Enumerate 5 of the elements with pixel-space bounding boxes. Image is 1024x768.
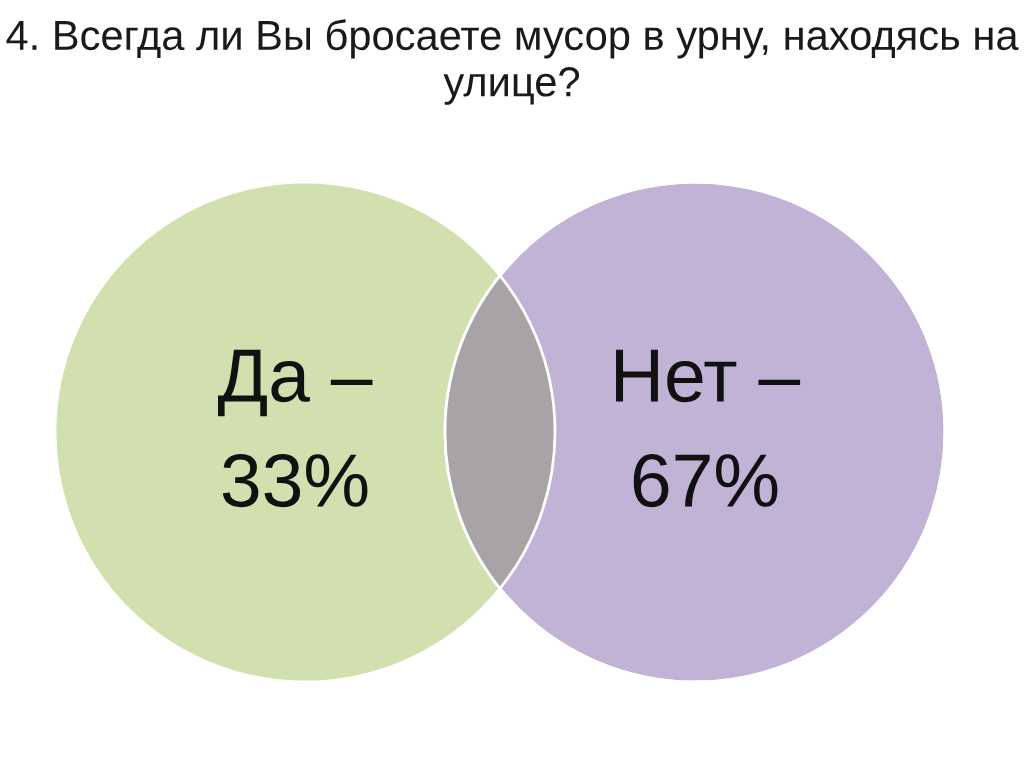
category-label: Да –	[218, 349, 373, 417]
data-label: 67%	[633, 454, 778, 508]
text: 4. Всегда ли Вы бросаете мусор в урну, находясь на улице?	[6, 19, 1019, 105]
data-label: 33%	[222, 454, 368, 508]
category-label: Нет –	[616, 349, 801, 403]
